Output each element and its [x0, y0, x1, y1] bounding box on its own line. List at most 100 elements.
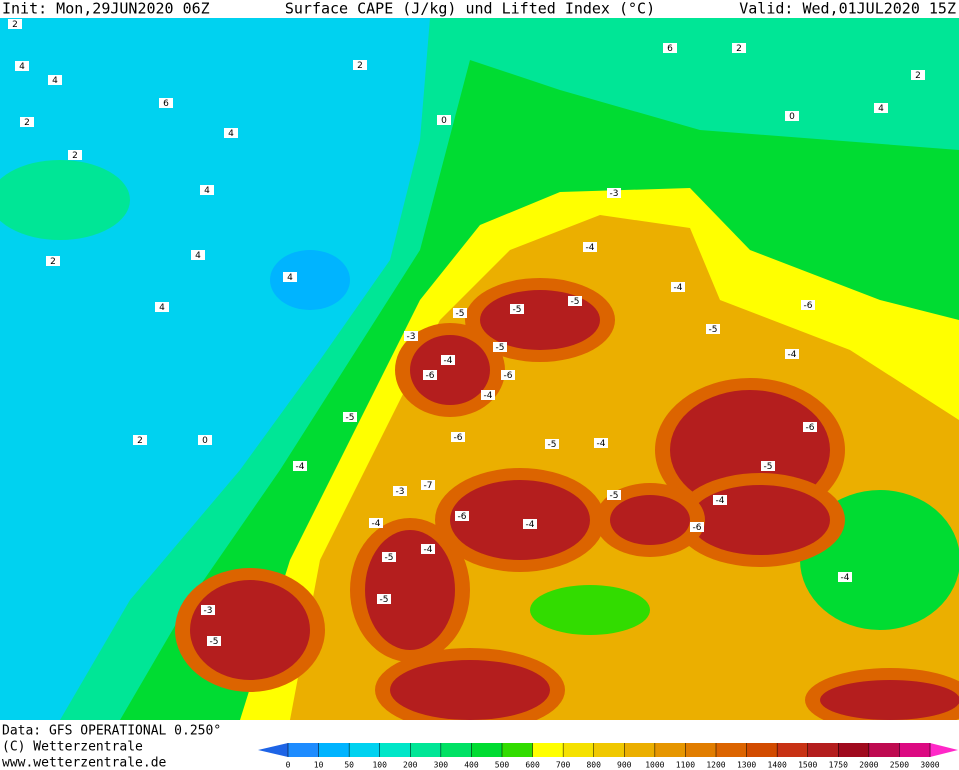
field	[390, 660, 550, 720]
lifted-index-label: 0	[202, 436, 208, 446]
colorbar-swatch	[593, 743, 625, 757]
label-box	[191, 250, 205, 260]
lifted-index-label: -4	[296, 462, 305, 472]
lifted-index-label: 2	[915, 71, 921, 81]
data-source: Data: GFS OPERATIONAL 0.250°	[2, 724, 221, 739]
label-box	[453, 308, 467, 318]
field	[690, 485, 830, 555]
field	[0, 160, 130, 240]
lifted-index-label: -6	[806, 423, 815, 433]
label-box	[421, 544, 435, 554]
lifted-index-label: -4	[444, 356, 453, 366]
lifted-index-label: -5	[380, 595, 389, 605]
lifted-index-label: 6	[163, 99, 169, 109]
lifted-index-label: -4	[526, 520, 535, 530]
colorbar-tick-label: 500	[495, 761, 510, 770]
lifted-index-label: -4	[597, 439, 606, 449]
colorbar-over	[930, 743, 958, 757]
lifted-index-label: -5	[610, 491, 619, 501]
colorbar-tick-label: 600	[525, 761, 540, 770]
field	[365, 530, 455, 650]
lifted-index-label: -3	[407, 332, 416, 342]
lifted-index-label: -5	[210, 637, 219, 647]
label-box	[207, 636, 221, 646]
label-box	[46, 256, 60, 266]
colorbar-swatch	[318, 743, 350, 757]
lifted-index-label: -6	[458, 512, 467, 522]
colorbar-under	[258, 743, 288, 757]
lifted-index-label: 2	[50, 257, 56, 267]
colorbar-swatch	[440, 743, 472, 757]
label-box	[382, 552, 396, 562]
label-box	[393, 486, 407, 496]
colorbar-swatch	[532, 743, 564, 757]
label-box	[451, 432, 465, 442]
colorbar-tick-label: 2500	[890, 761, 909, 770]
colorbar-swatch	[410, 743, 442, 757]
label-box	[8, 19, 22, 29]
colorbar-swatch	[746, 743, 778, 757]
colorbar-swatch	[471, 743, 503, 757]
colorbar-swatch	[379, 743, 411, 757]
label-box	[713, 495, 727, 505]
url: www.wetterzentrale.de	[2, 756, 167, 770]
colorbar-swatch	[868, 743, 900, 757]
label-box	[200, 185, 214, 195]
lifted-index-label: 4	[287, 273, 293, 283]
lifted-index-label: 4	[195, 251, 201, 261]
copyright: (C) Wetterzentrale	[2, 740, 143, 755]
label-box	[423, 370, 437, 380]
field	[190, 580, 310, 680]
label-box	[377, 594, 391, 604]
field	[410, 335, 490, 405]
label-box	[198, 435, 212, 445]
label-box	[874, 103, 888, 113]
colorbar-tick-label: 200	[403, 761, 418, 770]
lifted-index-label: -4	[424, 545, 433, 555]
lifted-index-label: -4	[841, 573, 850, 583]
label-box	[523, 519, 537, 529]
lifted-index-label: -5	[385, 553, 394, 563]
lifted-index-label: -4	[372, 519, 381, 529]
field	[450, 480, 590, 560]
lifted-index-label: 2	[736, 44, 742, 54]
lifted-index-label: -5	[709, 325, 718, 335]
label-box	[663, 43, 677, 53]
label-box	[607, 188, 621, 198]
lifted-index-label: 0	[441, 116, 447, 126]
colorbar-tick-label: 1750	[829, 761, 848, 770]
lifted-index-label: 4	[52, 76, 58, 86]
lifted-index-label: -6	[426, 371, 435, 381]
label-box	[201, 605, 215, 615]
label-box	[68, 150, 82, 160]
colorbar-swatch	[807, 743, 839, 757]
label-box	[437, 115, 451, 125]
lifted-index-label: -5	[548, 440, 557, 450]
colorbar-tick-label: 1200	[706, 761, 725, 770]
lifted-index-label: -6	[504, 371, 513, 381]
colorbar-tick-label: 0	[286, 761, 291, 770]
colorbar-tick-label: 1100	[676, 761, 695, 770]
lifted-index-label: 0	[789, 112, 795, 122]
label-box	[369, 518, 383, 528]
colorbar-swatch	[899, 743, 931, 757]
lifted-index-label: -5	[764, 462, 773, 472]
colorbar-tick-label: 800	[586, 761, 601, 770]
lifted-index-label: -6	[693, 523, 702, 533]
colorbar-tick-label: 1500	[798, 761, 817, 770]
lifted-index-label: -5	[496, 343, 505, 353]
label-box	[501, 370, 515, 380]
label-box	[293, 461, 307, 471]
lifted-index-label: -5	[571, 297, 580, 307]
label-box	[493, 342, 507, 352]
label-box	[441, 355, 455, 365]
label-box	[353, 60, 367, 70]
label-box	[607, 490, 621, 500]
colorbar-tick-label: 300	[434, 761, 449, 770]
label-box	[421, 480, 435, 490]
label-box	[785, 349, 799, 359]
label-box	[481, 390, 495, 400]
field	[610, 495, 690, 545]
